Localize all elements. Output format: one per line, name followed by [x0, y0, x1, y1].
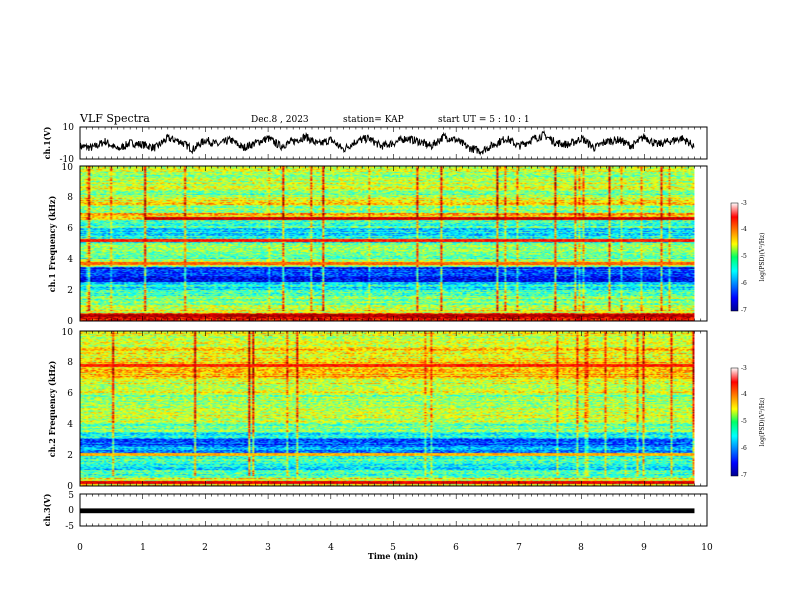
colorbar1-tick: -7 [741, 307, 747, 314]
colorbar1-tick: -4 [741, 226, 747, 233]
ch1-colorbar [730, 202, 739, 312]
colorbar1-label: log(PSD)(V²/Hz) [759, 233, 766, 282]
xtick-label: 5 [390, 543, 396, 553]
ch3-ytick-label: -5 [65, 522, 74, 532]
spec1-ytick-label: 6 [67, 224, 73, 234]
station-label: station= KAP [343, 115, 404, 125]
xtick-label: 1 [140, 543, 146, 553]
colorbar2-tick: -3 [741, 365, 747, 372]
ch2-colorbar [730, 367, 739, 477]
spec2-ytick-label: 4 [67, 420, 73, 430]
ch3-signal-band [80, 508, 695, 514]
ch2-spectrogram-image [80, 331, 695, 486]
axis-ticks [79, 127, 708, 526]
ch1-spectrogram-image [80, 166, 695, 321]
date-label: Dec.8 , 2023 [251, 115, 309, 125]
ch1-ytick-label: -10 [60, 155, 75, 165]
ch1-ylabel: ch.1(V) [42, 126, 52, 159]
ch3-ytick-label: 5 [68, 491, 74, 501]
xtick-label: 8 [578, 543, 584, 553]
xtick-label: 2 [202, 543, 208, 553]
ch1-waveform-line [79, 129, 695, 157]
ch1-ytick-label: 10 [63, 123, 75, 133]
colorbar2-tick: -7 [741, 472, 747, 479]
ch3-ylabel: ch.3(V) [42, 493, 52, 526]
xaxis-label: Time (min) [368, 551, 418, 561]
xtick-label: 3 [265, 543, 271, 553]
xtick-label: 10 [701, 543, 713, 553]
xtick-label: 7 [516, 543, 522, 553]
spec1-ytick-label: 10 [62, 163, 74, 173]
spec2-ytick-label: 8 [67, 358, 73, 368]
spec2-ytick-label: 0 [67, 482, 73, 492]
spec2-ylabel: ch.2 Frequency (kHz) [47, 361, 57, 458]
colorbar2-tick: -6 [741, 445, 747, 452]
spec1-ytick-label: 4 [67, 255, 73, 265]
xtick-label: 4 [328, 543, 334, 553]
spec1-ytick-label: 0 [67, 317, 73, 327]
ch3-ytick-label: 0 [68, 506, 74, 516]
colorbar1-tick: -3 [741, 200, 747, 207]
colorbar1-tick: -5 [741, 253, 747, 260]
start-time-label: start UT = 5 : 10 : 1 [438, 115, 530, 125]
xtick-label: 9 [641, 543, 647, 553]
colorbar1-tick: -6 [741, 280, 747, 287]
spec1-ytick-label: 2 [67, 286, 73, 296]
spec2-ytick-label: 2 [67, 451, 73, 461]
colorbar2-label: log(PSD)(V²/Hz) [759, 398, 766, 447]
spec1-ytick-label: 8 [67, 193, 73, 203]
colorbar2-tick: -5 [741, 418, 747, 425]
spec2-ytick-label: 10 [62, 328, 74, 338]
xtick-label: 0 [77, 543, 83, 553]
colorbar2-tick: -4 [741, 391, 747, 398]
figure-title: VLF Spectra [79, 112, 150, 125]
spec2-ytick-label: 6 [67, 389, 73, 399]
spec1-ylabel: ch.1 Frequency (kHz) [47, 196, 57, 293]
xtick-label: 6 [453, 543, 459, 553]
